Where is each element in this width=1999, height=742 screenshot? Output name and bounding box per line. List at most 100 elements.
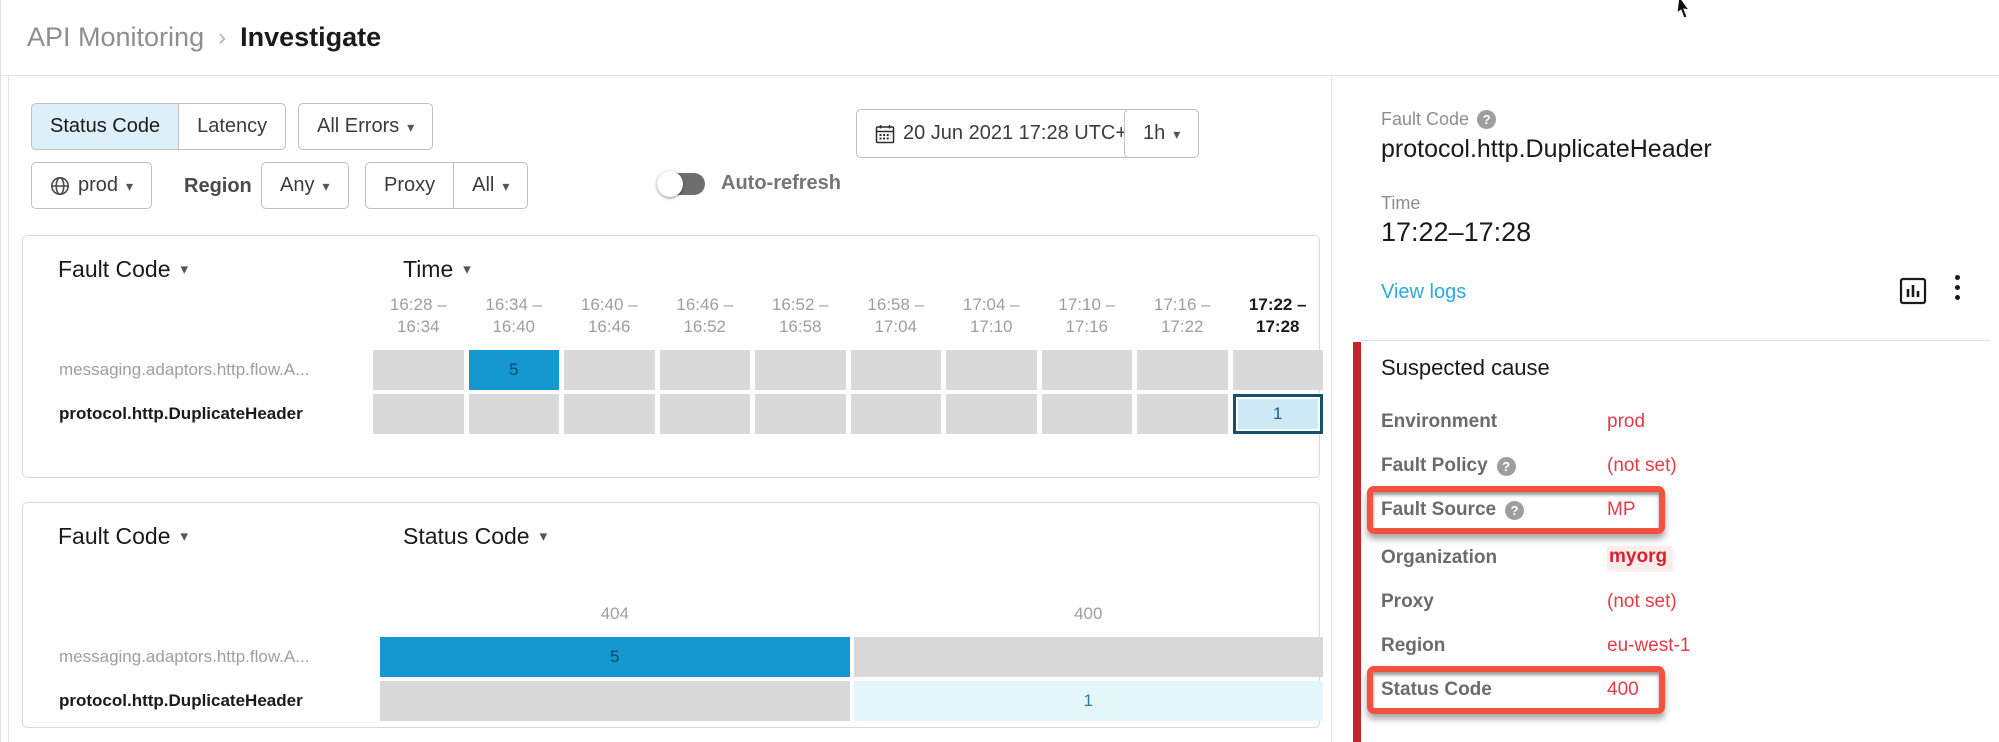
environment-dropdown[interactable]: prod ▾	[31, 162, 153, 209]
matrix-column-header: 404	[380, 603, 850, 633]
matrix-cell[interactable]	[853, 637, 1323, 677]
proxy-filter: Proxy All ▾	[365, 162, 529, 209]
column-header-line: 16:52	[683, 317, 727, 336]
matrix-cell[interactable]	[373, 350, 464, 390]
matrix-cell[interactable]	[755, 350, 846, 390]
detail-panel: Fault Code ? protocol.http.DuplicateHead…	[1353, 77, 1999, 742]
metric-tab-latency[interactable]: Latency	[178, 103, 287, 150]
help-icon[interactable]: ?	[1477, 110, 1497, 129]
matrix-cell[interactable]: 5	[468, 350, 559, 390]
suspected-cause-row: Status Code 400	[1367, 666, 1981, 714]
status-matrix: 404 400 messaging.adaptors.http.flow.A... 5…	[23, 603, 1323, 721]
metric-tab-status-code[interactable]: Status Code	[31, 103, 179, 150]
col-dimension-dropdown[interactable]: Status Code ▾	[403, 523, 547, 550]
suspected-cause-row-label: Organization	[1381, 547, 1607, 569]
suspected-cause-label-text: Fault Source	[1381, 499, 1497, 520]
suspected-cause-row: Environment prod	[1381, 411, 1981, 433]
suspected-cause-title: Suspected cause	[1381, 355, 1550, 380]
matrix-cell[interactable]	[659, 394, 750, 434]
suspected-cause-row-label: Status Code	[1381, 679, 1607, 701]
suspected-cause-row: Region eu-west-1	[1381, 635, 1981, 657]
chevron-down-icon: ▾	[322, 177, 330, 194]
fault-code-value: protocol.http.DuplicateHeader	[1381, 135, 1712, 163]
suspected-cause-row-value: MP	[1607, 499, 1636, 520]
suspected-cause-row-label: Proxy	[1381, 591, 1607, 613]
column-header-line: 17:22 –	[1248, 295, 1307, 314]
time-label: Time	[1381, 193, 1421, 213]
bar-chart-icon[interactable]	[1899, 277, 1927, 305]
column-header-line: 17:16	[1065, 317, 1109, 336]
chevron-down-icon: ▾	[407, 118, 415, 135]
col-dimension-label: Status Code	[403, 523, 530, 549]
suspected-cause-rows: Environment prod Fault Policy? (not set) Fau…	[1367, 411, 1981, 714]
matrix-cell[interactable]	[1041, 350, 1132, 390]
matrix-row-label: messaging.adaptors.http.flow.A...	[59, 647, 310, 666]
suspected-cause-row: Fault Policy? (not set)	[1381, 455, 1981, 477]
fault-code-label: Fault Code ?	[1381, 109, 1497, 130]
matrix-cell[interactable]	[1232, 350, 1323, 390]
matrix-column-header: 400	[854, 603, 1324, 633]
matrix-cell[interactable]	[755, 394, 846, 434]
metric-tabs: Status Code Latency	[31, 103, 287, 150]
matrix-cell[interactable]: 5	[380, 637, 850, 677]
row-dimension-dropdown[interactable]: Fault Code ▾	[58, 256, 188, 283]
column-header-line: 16:46	[587, 317, 631, 336]
view-logs-link[interactable]: View logs	[1381, 281, 1467, 303]
region-dropdown[interactable]: Any ▾	[261, 162, 349, 209]
breadcrumb-separator-icon: ›	[218, 23, 227, 51]
matrix-cell[interactable]: 1	[1232, 394, 1323, 434]
suspected-cause-label-text: Status Code	[1381, 679, 1492, 700]
matrix-cell[interactable]	[850, 350, 941, 390]
errors-dropdown[interactable]: All Errors ▾	[298, 103, 434, 150]
suspected-cause-section: Suspected cause Environment prod Fault Pol…	[1367, 355, 1981, 727]
matrix-cell[interactable]	[1041, 394, 1132, 434]
matrix-cell[interactable]: 1	[853, 681, 1323, 721]
matrix-cell[interactable]	[380, 681, 850, 721]
auto-refresh-toggle[interactable]	[657, 170, 705, 197]
matrix-cell[interactable]	[850, 394, 941, 434]
col-dimension-dropdown[interactable]: Time ▾	[403, 256, 471, 283]
column-header-line: 16:40	[492, 317, 536, 336]
matrix-cell[interactable]	[1137, 394, 1228, 434]
calendar-icon	[875, 124, 895, 143]
proxy-dropdown[interactable]: All ▾	[453, 162, 529, 209]
help-icon[interactable]: ?	[1505, 500, 1525, 520]
interval-dropdown[interactable]: 1h ▾	[1124, 109, 1200, 158]
panel-divider	[1361, 340, 1990, 341]
matrix-cell[interactable]	[468, 394, 559, 434]
matrix-column-header: 16:52 – 16:58	[755, 294, 846, 346]
matrix-cell[interactable]	[946, 394, 1037, 434]
fault-code-label-text: Fault Code	[1381, 109, 1470, 129]
matrix-cell[interactable]	[946, 350, 1037, 390]
matrix-corner	[23, 294, 368, 346]
matrix-cell[interactable]	[659, 350, 750, 390]
column-header-line: 404	[600, 604, 629, 623]
suspected-cause-row-label: Region	[1381, 635, 1607, 657]
breadcrumb-section[interactable]: API Monitoring	[27, 22, 205, 52]
row-dimension-dropdown[interactable]: Fault Code ▾	[58, 523, 188, 550]
matrix-cell[interactable]	[373, 394, 464, 434]
column-header-line: 16:58	[778, 317, 822, 336]
suspected-cause-label-text: Region	[1381, 635, 1446, 656]
matrix-column-header: 17:16 – 17:22	[1137, 294, 1228, 346]
chevron-down-icon: ▾	[1173, 125, 1181, 142]
datetime-value: 20 Jun 2021 17:28 UTC+0530	[903, 122, 1172, 144]
column-header-line: 17:04	[874, 317, 918, 336]
suspected-cause-label-text: Environment	[1381, 411, 1498, 432]
suspected-cause-row-label: Fault Source?	[1381, 499, 1607, 521]
breadcrumb: API Monitoring › Investigate	[27, 22, 381, 53]
matrix-cell[interactable]	[1137, 350, 1228, 390]
matrix-row-label: protocol.http.DuplicateHeader	[59, 404, 303, 423]
globe-icon	[51, 176, 69, 195]
fault-code-by-status-card: Fault Code ▾ Status Code ▾ 404 400 messagi…	[22, 502, 1323, 728]
matrix-cell[interactable]	[564, 394, 655, 434]
matrix-cell[interactable]	[564, 350, 655, 390]
help-icon[interactable]: ?	[1496, 456, 1516, 476]
page-header: API Monitoring › Investigate	[1, 0, 1999, 76]
errors-dropdown-label: All Errors	[317, 115, 400, 137]
proxy-label-segment: Proxy	[365, 162, 454, 209]
kebab-menu-icon[interactable]	[1955, 275, 1961, 300]
interval-value: 1h	[1143, 122, 1166, 144]
matrix-corner	[23, 603, 376, 633]
matrix-column-header: 16:40 – 16:46	[564, 294, 655, 346]
